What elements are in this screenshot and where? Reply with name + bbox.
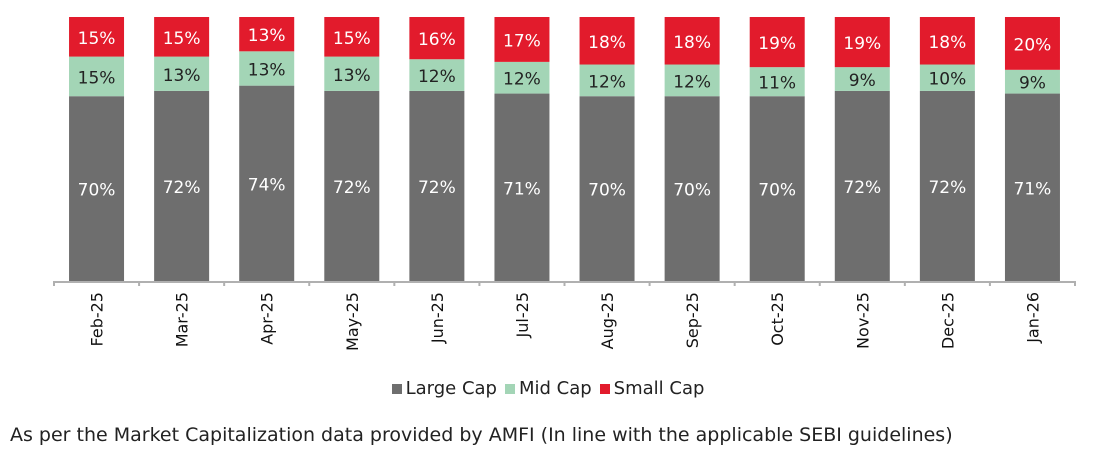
data-label: 10% xyxy=(928,70,966,90)
bar-mid-cap xyxy=(664,64,720,97)
legend-label: Small Cap xyxy=(613,378,705,399)
x-tick-label: Aug-25 xyxy=(598,292,617,349)
bar-small-cap xyxy=(154,17,210,57)
bar-small-cap xyxy=(919,17,975,65)
bar-small-cap xyxy=(749,17,805,68)
data-label: 15% xyxy=(163,29,201,49)
data-label: 12% xyxy=(503,70,541,90)
x-tick-label: Jul-25 xyxy=(513,292,532,338)
data-label: 13% xyxy=(163,66,201,86)
data-label: 18% xyxy=(673,33,711,53)
bar-mid-cap xyxy=(749,67,805,97)
data-label: 71% xyxy=(1014,179,1052,199)
data-label: 70% xyxy=(758,181,796,201)
bar-large-cap xyxy=(409,90,465,281)
data-label: 15% xyxy=(78,29,116,49)
data-label: 17% xyxy=(503,31,541,51)
data-label: 12% xyxy=(673,72,711,92)
bar-mid-cap xyxy=(409,59,465,91)
bar-large-cap xyxy=(324,90,380,281)
bar-mid-cap xyxy=(919,64,975,91)
bar-mid-cap xyxy=(834,67,890,91)
legend-item: Small Cap xyxy=(599,378,705,399)
bar-mid-cap xyxy=(1004,69,1060,94)
legend-label: Mid Cap xyxy=(518,378,592,399)
bar-small-cap xyxy=(239,17,295,52)
bar-small-cap xyxy=(494,17,550,62)
bar-mid-cap xyxy=(324,56,380,91)
bar-small-cap xyxy=(664,17,720,65)
data-label: 19% xyxy=(758,34,796,54)
data-label: 12% xyxy=(418,67,456,87)
x-tick-label: Sep-25 xyxy=(683,292,702,348)
bar-large-cap xyxy=(579,96,635,281)
x-tick-label: Jun-25 xyxy=(428,292,447,344)
data-label: 13% xyxy=(248,26,286,46)
bar-large-cap xyxy=(1004,93,1060,281)
data-label: 74% xyxy=(248,175,286,195)
x-tick-label: Feb-25 xyxy=(88,292,107,346)
data-label: 72% xyxy=(163,178,201,198)
legend-item: Large Cap xyxy=(391,378,497,399)
x-tick-label: May-25 xyxy=(343,292,362,351)
bar-mid-cap xyxy=(239,51,295,86)
data-label: 72% xyxy=(333,178,371,198)
x-tick-label: Apr-25 xyxy=(258,292,277,345)
bar-small-cap xyxy=(1004,17,1060,70)
data-label: 9% xyxy=(849,71,876,91)
bar-large-cap xyxy=(69,96,125,281)
data-label: 12% xyxy=(588,72,626,92)
bar-small-cap xyxy=(324,17,380,57)
bar-small-cap xyxy=(409,17,465,60)
data-label: 72% xyxy=(418,178,456,198)
data-label: 70% xyxy=(673,181,711,201)
data-label: 71% xyxy=(503,179,541,199)
data-label: 18% xyxy=(928,33,966,53)
bar-mid-cap xyxy=(494,61,550,94)
data-label: 11% xyxy=(758,74,796,94)
data-label: 15% xyxy=(333,29,371,49)
chart-legend: Large Cap Mid Cap Small Cap xyxy=(0,378,1096,399)
x-tick-label: Oct-25 xyxy=(768,292,787,346)
bar-large-cap xyxy=(749,96,805,281)
legend-swatch xyxy=(504,384,515,394)
data-label: 16% xyxy=(418,30,456,50)
legend-label: Large Cap xyxy=(405,378,497,399)
data-label: 72% xyxy=(843,178,881,198)
data-label: 20% xyxy=(1014,35,1052,55)
x-tick-label: Jan-26 xyxy=(1023,292,1042,344)
bar-small-cap xyxy=(579,17,635,65)
data-label: 19% xyxy=(843,34,881,54)
legend-swatch xyxy=(599,384,610,394)
bar-mid-cap xyxy=(579,64,635,97)
data-label: 13% xyxy=(248,60,286,80)
legend-swatch xyxy=(391,384,402,394)
data-label: 72% xyxy=(928,178,966,198)
bar-large-cap xyxy=(239,85,295,281)
x-tick-label: Mar-25 xyxy=(173,292,192,347)
data-label: 15% xyxy=(78,68,116,88)
stacked-bar-chart: 70% 15% 15% Feb-25 72% 13% 15% Mar-25 74% 13% 13% A… xyxy=(53,17,1076,351)
data-label: 13% xyxy=(333,66,371,86)
x-tick-label: Dec-25 xyxy=(938,292,957,349)
legend-item: Mid Cap xyxy=(504,378,592,399)
bar-small-cap xyxy=(834,17,890,68)
data-label: 18% xyxy=(588,33,626,53)
bar-large-cap xyxy=(494,93,550,281)
bar-large-cap xyxy=(664,96,720,281)
bar-large-cap xyxy=(919,90,975,281)
bar-mid-cap xyxy=(69,56,125,97)
bar-small-cap xyxy=(69,17,125,57)
bar-large-cap xyxy=(154,90,210,281)
data-label: 70% xyxy=(78,181,116,201)
x-tick-label: Nov-25 xyxy=(853,292,872,349)
footnote: As per the Market Capitalization data pr… xyxy=(10,424,953,446)
bar-mid-cap xyxy=(154,56,210,91)
data-label: 70% xyxy=(588,181,626,201)
bar-large-cap xyxy=(834,90,890,281)
data-label: 9% xyxy=(1019,74,1046,94)
